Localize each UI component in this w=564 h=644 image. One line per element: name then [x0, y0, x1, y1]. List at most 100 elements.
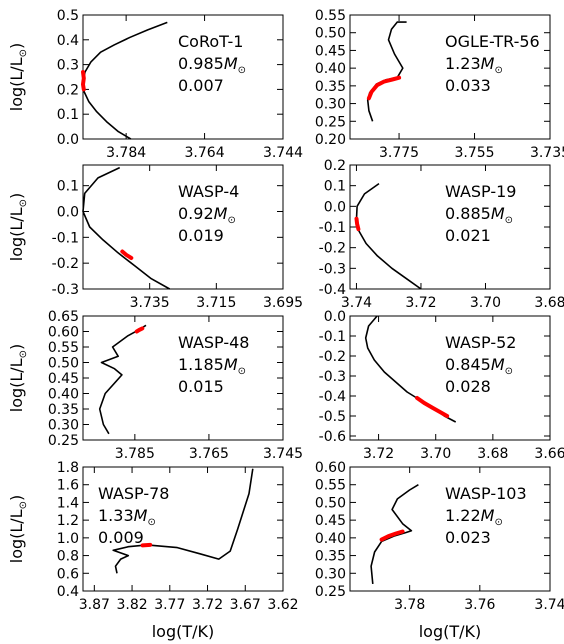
y-tick-label: 0.50 — [48, 356, 79, 372]
y-axis-label-row-4: log(L/L⊙) — [7, 495, 29, 564]
x-tick-label: 3.77 — [154, 597, 185, 613]
mass-label: 1.23M⊙ — [445, 54, 503, 76]
panel-wasp-52: -0.6 -0.5 -0.4 -0.3 -0.2 -0.1 0.0 3.72 3.70 3.68 3… — [319, 309, 564, 462]
x-axis-label-left: log(T/K) — [152, 622, 215, 641]
y-tick-label: 0.50 — [315, 495, 346, 511]
x-tick-label: 3.72 — [363, 446, 394, 462]
highlight-segment — [379, 529, 405, 542]
y-tick-label: 0.50 — [315, 26, 346, 42]
panel-wasp-78: 0.4 0.60.8 1.0 1.2 1.41.6 1.8 3.87 3.82 3.77 3.72… — [57, 460, 299, 613]
x-tick-label: 3.755 — [454, 145, 494, 161]
panel-ogle-tr-56: 0.20 0.250.30 0.35 0.40 0.450.50 0.55 3.775 3.7… — [315, 8, 564, 161]
mass-label: 1.33M⊙ — [98, 506, 156, 528]
plot-frame — [349, 315, 551, 441]
y-tick-label: 0.20 — [315, 132, 346, 148]
panel-corot-1: 0.0 0.1 0.2 0.3 0.4 0.5 3.784 3.764 3.744 CoRoT-1… — [57, 8, 303, 161]
y-tick-label: 0.25 — [315, 114, 346, 130]
x-tick-label: 3.695 — [263, 295, 303, 311]
highlight-segment — [134, 326, 145, 334]
plot-frame — [82, 466, 284, 592]
y-tick-label: -0.2 — [319, 241, 346, 257]
y-tick-label: -0.2 — [52, 256, 79, 272]
x-tick-label: 3.775 — [379, 145, 419, 161]
x-tick-label: 3.735 — [130, 295, 170, 311]
y-axis-label-row-2: log(L/L⊙) — [7, 193, 29, 262]
y-tick-label: 0.3 — [57, 58, 79, 74]
value-label: 0.021 — [445, 226, 491, 245]
y-tick-label: 1.8 — [57, 460, 79, 476]
y-tick-label: -0.5 — [319, 409, 346, 425]
value-label: 0.015 — [178, 377, 224, 396]
x-tick-label: 3.735 — [530, 145, 564, 161]
value-label: 0.019 — [178, 226, 224, 245]
y-tick-label: 0.1 — [324, 179, 346, 195]
x-tick-label: 3.784 — [106, 145, 146, 161]
x-tick-label: 3.78 — [394, 597, 425, 613]
mass-label: 0.985M⊙ — [178, 54, 246, 76]
y-tick-label: 0.60 — [48, 325, 79, 341]
plot-frame — [82, 164, 284, 290]
y-tick-label: 0.45 — [315, 43, 346, 59]
x-tick-label: 3.715 — [196, 295, 236, 311]
y-tick-label: 0.0 — [57, 132, 79, 148]
mass-label: 0.885M⊙ — [445, 204, 513, 226]
x-tick-label: 3.785 — [115, 446, 155, 462]
y-tick-label: -0.1 — [319, 329, 346, 345]
evolution-track-line — [82, 166, 171, 290]
evolution-track-line — [366, 21, 407, 122]
y-tick-label: -0.1 — [52, 230, 79, 246]
mass-label: 1.22M⊙ — [445, 506, 503, 528]
x-tick-label: 3.87 — [79, 597, 110, 613]
y-tick-label: 1.6 — [57, 478, 79, 494]
y-tick-label: 0.1 — [57, 107, 79, 123]
y-tick-label: 0.35 — [315, 549, 346, 565]
y-tick-label: 0.2 — [57, 82, 79, 98]
y-tick-label: 1.0 — [57, 531, 79, 547]
value-label: 0.007 — [178, 76, 224, 95]
star-name-label: OGLE-TR-56 — [445, 32, 540, 51]
y-tick-label: 0.8 — [57, 549, 79, 565]
y-tick-label: 0.30 — [315, 566, 346, 582]
highlight-segment — [354, 216, 361, 232]
x-tick-label: 3.82 — [116, 597, 147, 613]
star-name-label: WASP-103 — [445, 484, 527, 503]
star-name-label: CoRoT-1 — [178, 32, 243, 51]
x-tick-label: 3.74 — [534, 597, 564, 613]
y-tick-label: 0.45 — [315, 513, 346, 529]
y-tick-label: 1.2 — [57, 513, 79, 529]
y-tick-label: 0.2 — [324, 158, 346, 174]
y-tick-label: 0.45 — [48, 371, 79, 387]
mass-label: 0.92M⊙ — [178, 204, 236, 226]
star-name-label: WASP-4 — [178, 182, 239, 201]
y-tick-label: 0.55 — [315, 478, 346, 494]
value-label: 0.033 — [445, 76, 491, 95]
y-tick-label: 0.25 — [48, 433, 79, 449]
evolution-track-line — [98, 324, 147, 435]
panel-wasp-48: 0.250.300.350.400.450.500.550.600.65 3.78… — [48, 309, 303, 462]
x-tick-label: 3.66 — [534, 446, 564, 462]
x-axis-label-right: log(T/K) — [419, 622, 482, 641]
x-tick-label: 3.764 — [185, 145, 225, 161]
highlight-segment — [140, 542, 153, 548]
x-tick-label: 3.74 — [341, 295, 372, 311]
y-tick-label: 0.35 — [48, 402, 79, 418]
plot-frame — [349, 14, 551, 140]
y-tick-label: 0.25 — [315, 584, 346, 600]
panel-wasp-4: -0.3 -0.2 -0.1 0.0 0.1 3.735 3.715 3.695 WASP-4 0… — [52, 164, 303, 311]
y-tick-label: 1.4 — [57, 495, 79, 511]
x-tick-label: 3.76 — [464, 597, 495, 613]
highlight-segment — [120, 249, 134, 260]
mass-label: 1.185M⊙ — [178, 355, 246, 377]
highlight-segment — [366, 75, 402, 101]
highlight-segment — [80, 70, 86, 92]
y-tick-label: -0.3 — [319, 369, 346, 385]
star-name-label: WASP-52 — [445, 333, 516, 352]
panel-wasp-103: 0.25 0.300.35 0.40 0.45 0.500.55 0.60 3.78 3.76… — [315, 460, 564, 613]
y-axis-label-row-3: log(L/L⊙) — [7, 344, 29, 413]
x-tick-label: 3.72 — [405, 295, 436, 311]
y-tick-label: 0.4 — [57, 33, 79, 49]
value-label: 0.023 — [445, 528, 491, 547]
y-tick-label: 0.30 — [315, 97, 346, 113]
panels-group: 0.0 0.1 0.2 0.3 0.4 0.5 3.784 3.764 3.744 CoRoT-1… — [48, 8, 564, 613]
